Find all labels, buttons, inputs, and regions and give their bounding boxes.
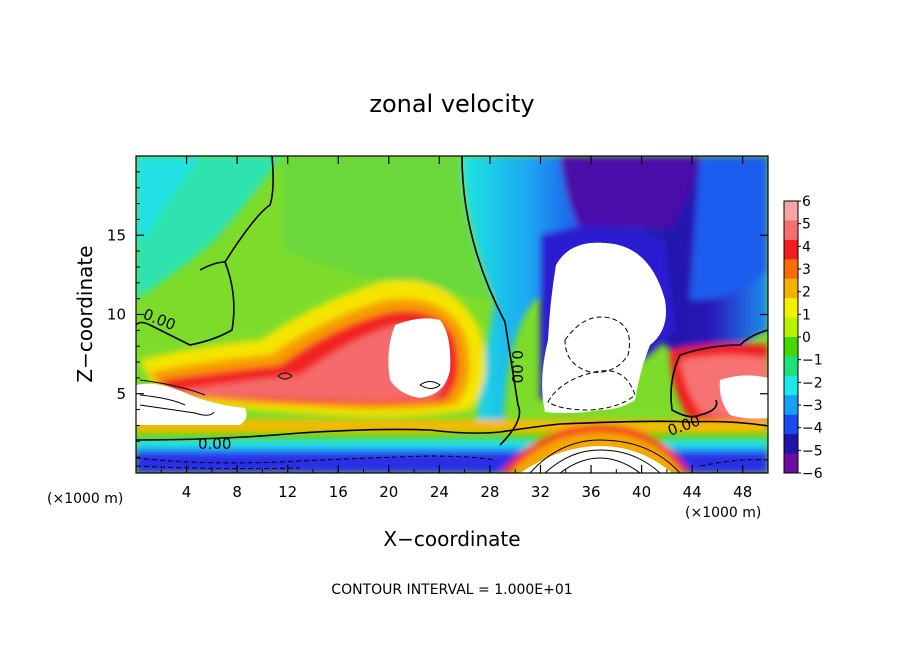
y-tick-label: 5 <box>116 385 126 403</box>
x-tick-label: 4 <box>182 483 192 501</box>
colorbar-tick-label: −6 <box>802 466 823 482</box>
colorbar-swatch <box>784 434 798 455</box>
colorbar-swatch <box>784 220 798 241</box>
x-tick-label: 28 <box>480 483 499 501</box>
y-tick-label: 10 <box>107 306 126 324</box>
colorbar-swatch <box>784 395 798 416</box>
saturated-region <box>388 318 451 398</box>
x-tick-label: 36 <box>581 483 600 501</box>
x-tick-label: 24 <box>430 483 449 501</box>
colorbar-swatch <box>784 278 798 299</box>
colorbar: 6 5 4 3 2 1 0 −1 −2 −3 −4 −5 −6 <box>783 194 823 482</box>
x-tick-label: 16 <box>329 483 348 501</box>
colorbar-tick-label: −1 <box>802 353 823 369</box>
y-axis: 5 10 15 <box>107 171 768 458</box>
x-tick-label: 32 <box>531 483 550 501</box>
colorbar-tick-label: −3 <box>802 398 823 414</box>
colorbar-swatch <box>784 298 798 319</box>
x-axis-unit-label-left: (×1000 m) <box>47 491 123 507</box>
saturated-region <box>542 242 666 414</box>
colorbar-swatch <box>784 453 798 474</box>
colorbar-tick-label: −5 <box>802 443 823 459</box>
x-tick-label: 48 <box>733 483 752 501</box>
colorbar-swatch <box>784 414 798 435</box>
colorbar-swatch <box>784 201 798 221</box>
x-tick-label: 40 <box>632 483 651 501</box>
colorbar-swatch <box>784 375 798 396</box>
colorbar-tick-label: 2 <box>802 285 811 301</box>
colorbar-tick-label: 1 <box>802 307 811 323</box>
colorbar-tick-label: −4 <box>802 421 823 437</box>
colorbar-tick-label: −2 <box>802 375 823 391</box>
x-tick-label: 20 <box>379 483 398 501</box>
y-tick-label: 15 <box>107 226 126 244</box>
contour-lines <box>136 156 768 446</box>
x-tick-label: 8 <box>232 483 242 501</box>
colorbar-tick-label: 0 <box>802 330 811 346</box>
x-axis-title: X−coordinate <box>383 527 520 551</box>
colorbar-swatch <box>784 317 798 338</box>
saturated-region <box>136 383 247 425</box>
contour-lines-thin <box>139 372 681 473</box>
x-axis: 4 8 12 16 20 24 28 32 36 40 44 48 <box>160 156 752 501</box>
contour-label: 0.00 <box>198 435 231 453</box>
negative-contours <box>136 316 768 470</box>
colorbar-swatch <box>784 239 798 260</box>
colorbar-swatch <box>784 356 798 377</box>
colorbar-tick-label: 5 <box>802 217 811 233</box>
plot-area <box>136 156 768 473</box>
saturated-region <box>719 375 768 419</box>
colorbar-swatch <box>784 259 798 280</box>
contour-interval-note: CONTOUR INTERVAL = 1.000E+01 <box>331 582 572 598</box>
x-tick-label: 12 <box>278 483 297 501</box>
contour-label: 0.00 <box>508 350 526 383</box>
x-tick-label: 44 <box>683 483 702 501</box>
colorbar-tick-label: 3 <box>802 262 811 278</box>
colorbar-swatch <box>784 337 798 357</box>
x-axis-unit-label-right: (×1000 m) <box>685 505 761 521</box>
y-axis-title: Z−coordinate <box>73 245 97 382</box>
colorbar-tick-label: 6 <box>802 194 811 210</box>
chart-title: zonal velocity <box>369 90 534 118</box>
colorbar-tick-label: 4 <box>802 239 811 255</box>
saturated-region <box>520 446 672 473</box>
